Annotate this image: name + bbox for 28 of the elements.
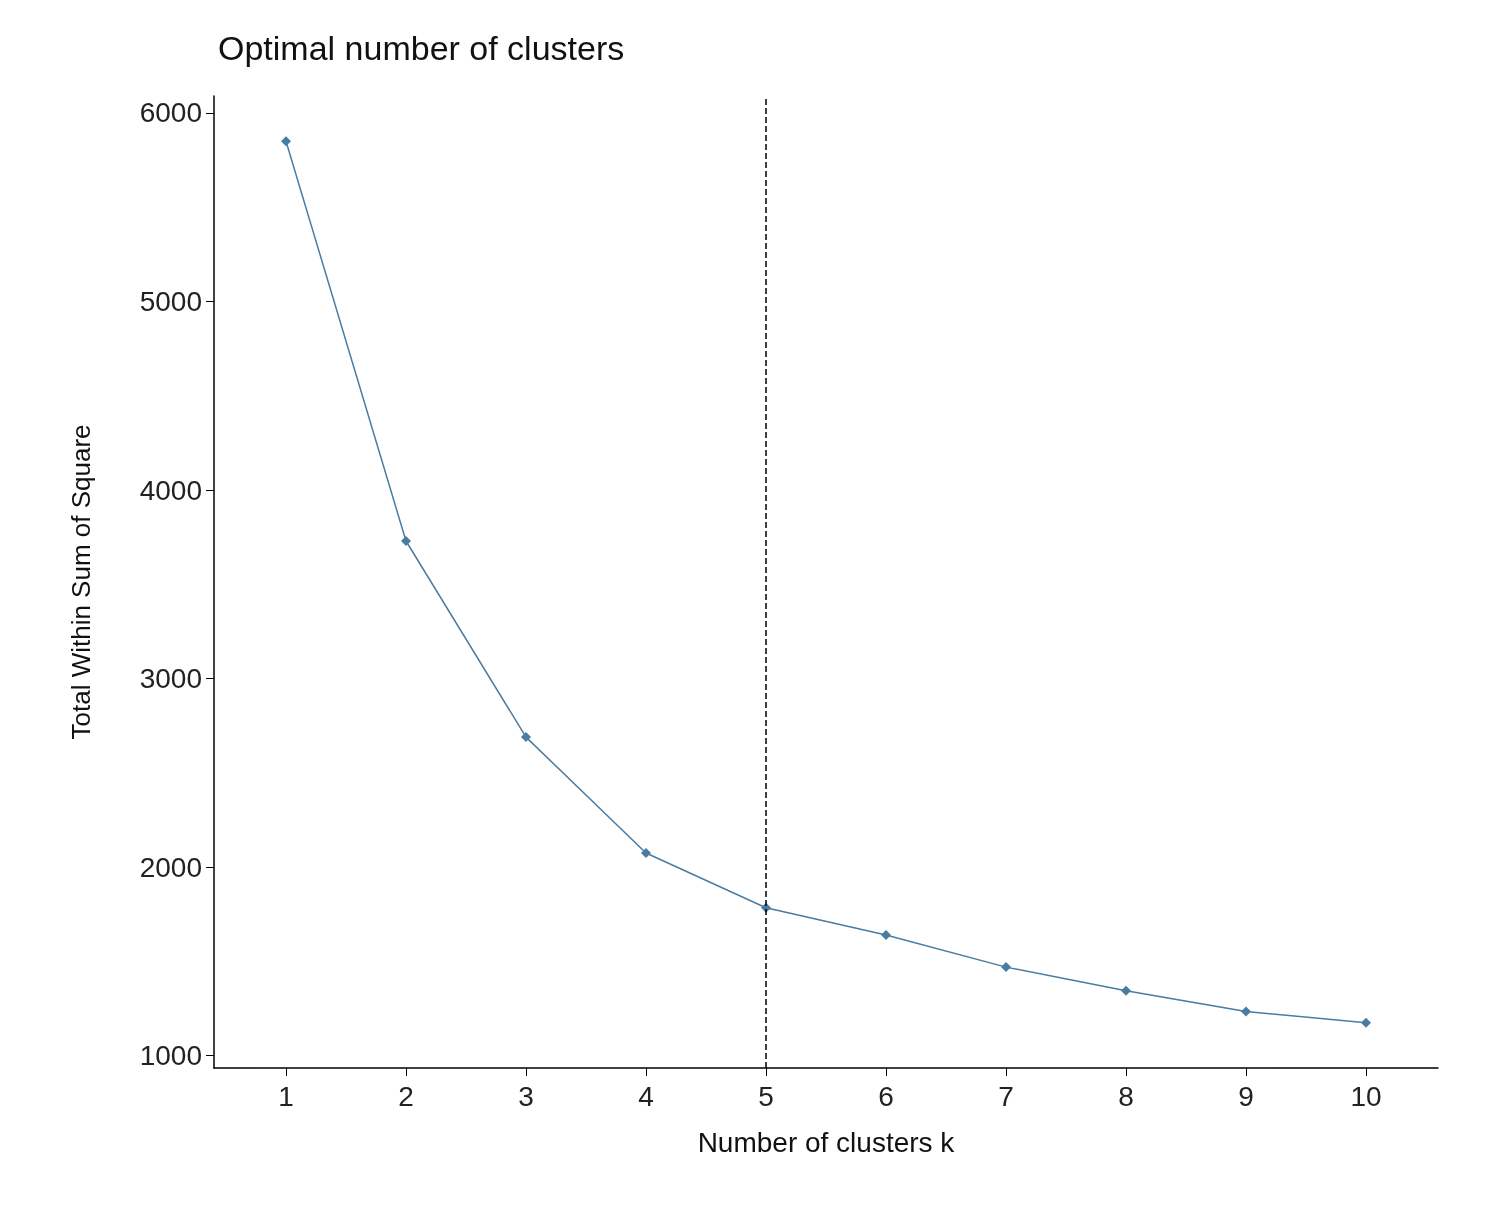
point [641, 848, 651, 859]
point [401, 535, 411, 546]
y-tick-label: 2000 [139, 851, 202, 883]
x-tick-label: 10 [1350, 1080, 1382, 1112]
y-tick-label: 3000 [139, 663, 202, 695]
chart-title: Optimal number of clusters [218, 29, 625, 67]
x-tick-label: 3 [518, 1080, 534, 1112]
x-tick-label: 1 [278, 1080, 294, 1112]
y-tick-label: 6000 [139, 97, 202, 129]
x-tick-label: 8 [1118, 1080, 1134, 1112]
x-tick-label: 4 [638, 1080, 654, 1112]
point [1241, 1006, 1251, 1017]
point [281, 136, 291, 147]
point [881, 930, 891, 941]
point [521, 732, 531, 743]
x-tick-label: 9 [1238, 1080, 1254, 1112]
x-tick-label: 2 [398, 1080, 414, 1112]
x-axis-title: Number of clusters k [697, 1126, 956, 1158]
x-tick-label: 5 [758, 1080, 774, 1112]
y-tick-label: 5000 [139, 286, 202, 318]
y-tick-label: 4000 [139, 474, 202, 506]
point [1121, 985, 1131, 996]
x-tick-label: 7 [998, 1080, 1014, 1112]
point [1361, 1017, 1371, 1028]
x-tick-label: 6 [878, 1080, 894, 1112]
y-axis-title: Total Within Sum of Square [66, 424, 96, 740]
y-tick-label: 1000 [139, 1040, 202, 1072]
point [1001, 962, 1011, 973]
